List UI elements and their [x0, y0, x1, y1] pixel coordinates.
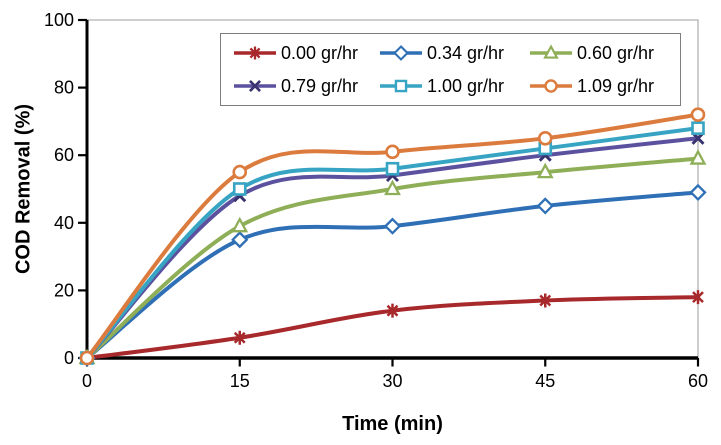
marker-triangle — [231, 216, 249, 233]
x-tick-label: 15 — [230, 371, 250, 391]
legend-swatch — [234, 79, 276, 93]
legend-label: 0.60 gr/hr — [577, 43, 655, 63]
legend-label: 1.00 gr/hr — [427, 76, 505, 96]
legend-swatch — [530, 79, 572, 93]
marker-square — [232, 182, 247, 196]
y-tick-label: 60 — [54, 145, 74, 165]
marker-triangle — [689, 149, 707, 165]
marker-triangle — [384, 179, 401, 196]
marker-asterisk — [386, 303, 399, 318]
legend-label: 0.00 gr/hr — [281, 43, 359, 63]
marker-circle — [537, 131, 553, 146]
marker-asterisk — [233, 330, 246, 345]
legend-item: 0.34 gr/hr — [379, 44, 529, 62]
legend-item: 1.00 gr/hr — [379, 77, 529, 95]
legend-item: 0.60 gr/hr — [529, 44, 681, 62]
y-tick-label: 100 — [44, 10, 74, 30]
marker-diamond — [689, 183, 707, 202]
legend-item: 1.09 gr/hr — [529, 77, 681, 95]
series-1-09-gr-hr — [79, 107, 706, 366]
y-tick-label: 20 — [54, 280, 74, 300]
marker-square — [691, 121, 705, 135]
marker-square — [394, 79, 408, 93]
series-line — [85, 190, 700, 360]
legend-swatch — [530, 44, 572, 59]
marker-diamond — [383, 217, 402, 235]
marker-asterisk — [249, 46, 261, 60]
marker-circle — [544, 79, 558, 93]
x-tick-label: 45 — [535, 371, 555, 391]
plot-border — [87, 19, 699, 358]
series-line — [85, 136, 700, 360]
marker-triangle — [543, 44, 559, 59]
legend-item: 0.00 gr/hr — [233, 44, 379, 62]
chart-legend: 0.00 gr/hr 0.34 gr/hr 0.60 gr/hr 0.79 gr/hr… — [220, 33, 681, 106]
x-tick-label: 0 — [82, 371, 92, 391]
legend-label: 0.34 gr/hr — [427, 43, 505, 63]
marker-circle — [690, 107, 706, 122]
marker-square — [385, 161, 400, 176]
y-tick-label: 40 — [54, 213, 74, 233]
legend-swatch — [234, 46, 276, 60]
legend-label: 0.79 gr/hr — [281, 76, 359, 96]
legend-swatch — [380, 45, 422, 61]
legend-label: 1.09 gr/hr — [577, 76, 655, 96]
y-tick-label: 80 — [54, 78, 74, 98]
marker-circle — [79, 350, 95, 366]
x-axis-title: Time (min) — [342, 413, 443, 435]
legend-item: 0.79 gr/hr — [233, 77, 379, 95]
y-axis-title: COD Removal (%) — [12, 103, 35, 275]
series-0-00-gr-hr — [81, 290, 704, 365]
legend-swatch — [380, 79, 422, 93]
marker-circle — [385, 144, 400, 160]
marker-diamond — [393, 45, 409, 61]
marker-x — [248, 79, 262, 93]
marker-diamond — [231, 231, 249, 249]
marker-circle — [232, 164, 248, 180]
marker-diamond — [536, 197, 554, 215]
x-tick-label: 60 — [688, 371, 708, 391]
marker-asterisk — [692, 290, 704, 305]
marker-triangle — [536, 162, 554, 179]
y-tick-label: 0 — [64, 348, 74, 368]
x-tick-label: 30 — [382, 371, 402, 391]
marker-asterisk — [539, 293, 552, 308]
